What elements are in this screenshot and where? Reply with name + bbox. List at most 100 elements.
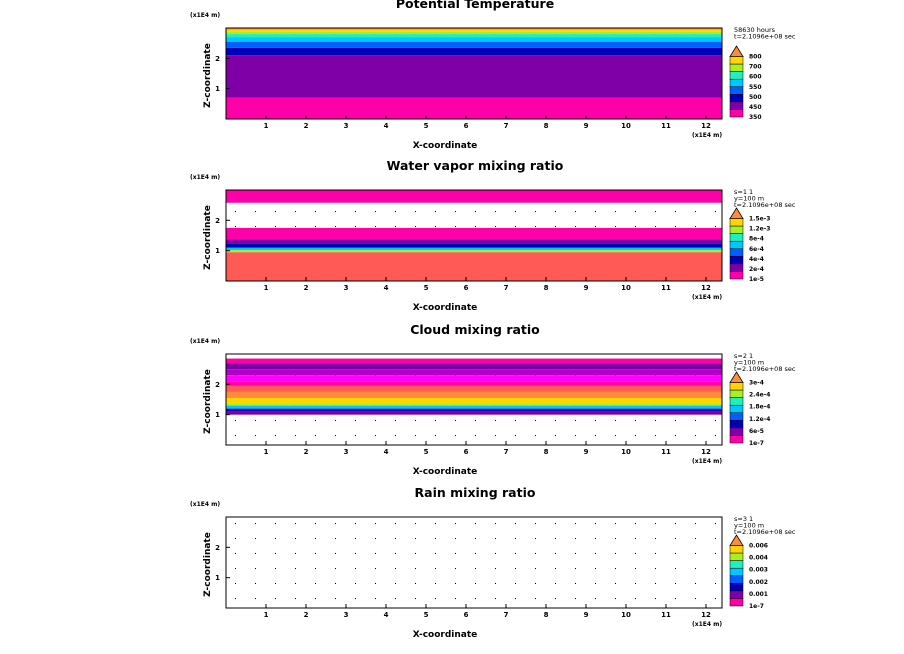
colorbar-label: 1e-7	[749, 603, 764, 610]
contour-band-8	[226, 29, 722, 32]
colorbar-segment	[729, 420, 744, 429]
contour-band-5	[226, 37, 722, 42]
y-tick-label: 2	[215, 55, 220, 63]
x-tick-label: 1	[264, 611, 269, 619]
colorbar-label: 4e-4	[749, 256, 764, 263]
contour-band-5	[226, 397, 722, 404]
run-annotation: t=2.1096e+08 sec	[734, 33, 796, 41]
colorbar-segment	[729, 109, 744, 118]
x-tick-label: 8	[544, 611, 549, 619]
panel-2: Water vapor mixing ratio(x1E4 m)1 2 3 4 5 6 7 8…	[190, 158, 796, 313]
x-unit-label: (x1E4 m)	[692, 458, 722, 465]
contour-band-11	[226, 363, 722, 370]
panel-3: Cloud mixing ratio(x1E4 m)1 2 3 4 5 6 7 8 9 10 11 1…	[190, 322, 796, 477]
contour-band-12	[226, 358, 722, 364]
x-axis-label: X-coordinate	[413, 467, 478, 477]
x-tick-label: 1	[264, 284, 269, 292]
x-tick-label: 3	[344, 122, 349, 130]
run-annotation: y=100 m	[734, 359, 764, 367]
y-tick-label: 1	[215, 247, 220, 255]
x-tick-label: 7	[504, 611, 509, 619]
x-axis-label: X-coordinate	[413, 630, 478, 640]
colorbar-arrow	[729, 207, 744, 219]
x-unit-label: (x1E4 m)	[692, 132, 722, 139]
colorbar: 1.5e-3 1.2e-3 8e-4 6e-4 4e-4 2e-4 1e-5	[729, 207, 770, 283]
colorbar-label: 1.8e-4	[749, 404, 770, 411]
y-axis-label: Z-coordinate	[203, 205, 213, 270]
colorbar-label: 3e-4	[749, 380, 764, 387]
z-unit-label: (x1E4 m)	[190, 12, 220, 19]
x-tick-label: 5	[424, 611, 429, 619]
contour-band-2	[226, 408, 722, 412]
x-tick-label: 8	[544, 122, 549, 130]
panel-4: Rain mixing ratio(x1E4 m)1 2 3 4 5 6 7 8 9 10 11 12…	[190, 485, 796, 640]
contour-band-3	[226, 405, 722, 409]
contour-band-4	[226, 403, 722, 406]
panel-title: Cloud mixing ratio	[410, 322, 540, 337]
x-tick-label: 1	[264, 122, 269, 130]
x-tick-label: 6	[464, 122, 469, 130]
colorbar-label: 0.002	[749, 579, 768, 586]
x-tick-label: 7	[504, 122, 509, 130]
colorbar-segment	[729, 575, 744, 584]
z-unit-label: (x1E4 m)	[190, 338, 220, 345]
x-tick-label: 12	[701, 448, 711, 456]
colorbar-segment	[729, 389, 744, 398]
colorbar-segment	[729, 598, 744, 607]
colorbar-label: 1.5e-3	[749, 216, 770, 223]
x-tick-label: 11	[661, 611, 671, 619]
colorbar-segment	[729, 78, 744, 88]
x-tick-label: 12	[701, 122, 711, 130]
x-tick-label: 2	[304, 611, 309, 619]
colorbar-segment	[729, 248, 744, 257]
colorbar-label: 0.006	[749, 543, 768, 550]
colorbar-segment	[729, 218, 744, 227]
colorbar-label: 2e-4	[749, 266, 764, 273]
colorbar-label: 6e-5	[749, 428, 764, 435]
run-annotation: s=1 1	[734, 188, 753, 196]
x-tick-label: 4	[384, 448, 389, 456]
contour-band-3	[226, 47, 722, 56]
x-tick-label: 10	[621, 611, 631, 619]
colorbar-label: 1.2e-3	[749, 226, 770, 233]
colorbar-label: 800	[749, 54, 762, 61]
colorbar-segment	[729, 583, 744, 592]
colorbar-segment	[729, 94, 744, 103]
x-tick-label: 9	[584, 122, 589, 130]
x-axis-label: X-coordinate	[413, 303, 478, 313]
x-unit-label: (x1E4 m)	[692, 621, 722, 628]
contour-band-6	[226, 391, 722, 398]
x-tick-label: 4	[384, 284, 389, 292]
colorbar-arrow	[729, 45, 744, 57]
x-tick-label: 10	[621, 448, 631, 456]
run-annotation: t=2.1096e+08 sec	[734, 201, 796, 209]
contour-band-3	[226, 247, 722, 251]
colorbar-segment	[729, 56, 744, 65]
y-tick-label: 2	[215, 217, 220, 225]
y-tick-label: 1	[215, 411, 220, 419]
contour-band-7	[226, 190, 722, 203]
contour-band-4	[226, 41, 722, 48]
colorbar-label: 1.2e-4	[749, 416, 770, 423]
contour-band-9	[226, 375, 722, 382]
colorbar-segment	[729, 63, 744, 72]
y-axis-label: Z-coordinate	[203, 43, 213, 108]
colorbar-segment	[729, 382, 744, 391]
colorbar-label: 700	[749, 64, 762, 71]
colorbar: 800 700 600 550 500 450 350	[729, 45, 762, 121]
x-tick-label: 9	[584, 611, 589, 619]
dot-grid	[235, 523, 716, 599]
x-tick-label: 6	[464, 611, 469, 619]
panel-1: Potential Temperature(x1E4 m)1 2 3 4 5 6 7 8 9 10…	[190, 0, 796, 151]
colorbar-segment	[729, 256, 744, 265]
z-unit-label: (x1E4 m)	[190, 174, 220, 181]
x-tick-label: 8	[544, 284, 549, 292]
y-tick-label: 1	[215, 85, 220, 93]
colorbar-segment	[729, 271, 744, 280]
x-tick-label: 3	[344, 284, 349, 292]
colorbar-segment	[729, 545, 744, 554]
plot-frame	[225, 189, 723, 282]
colorbar-segment	[729, 560, 744, 569]
contour-band-2	[226, 250, 722, 253]
colorbar-label: 550	[749, 84, 762, 91]
